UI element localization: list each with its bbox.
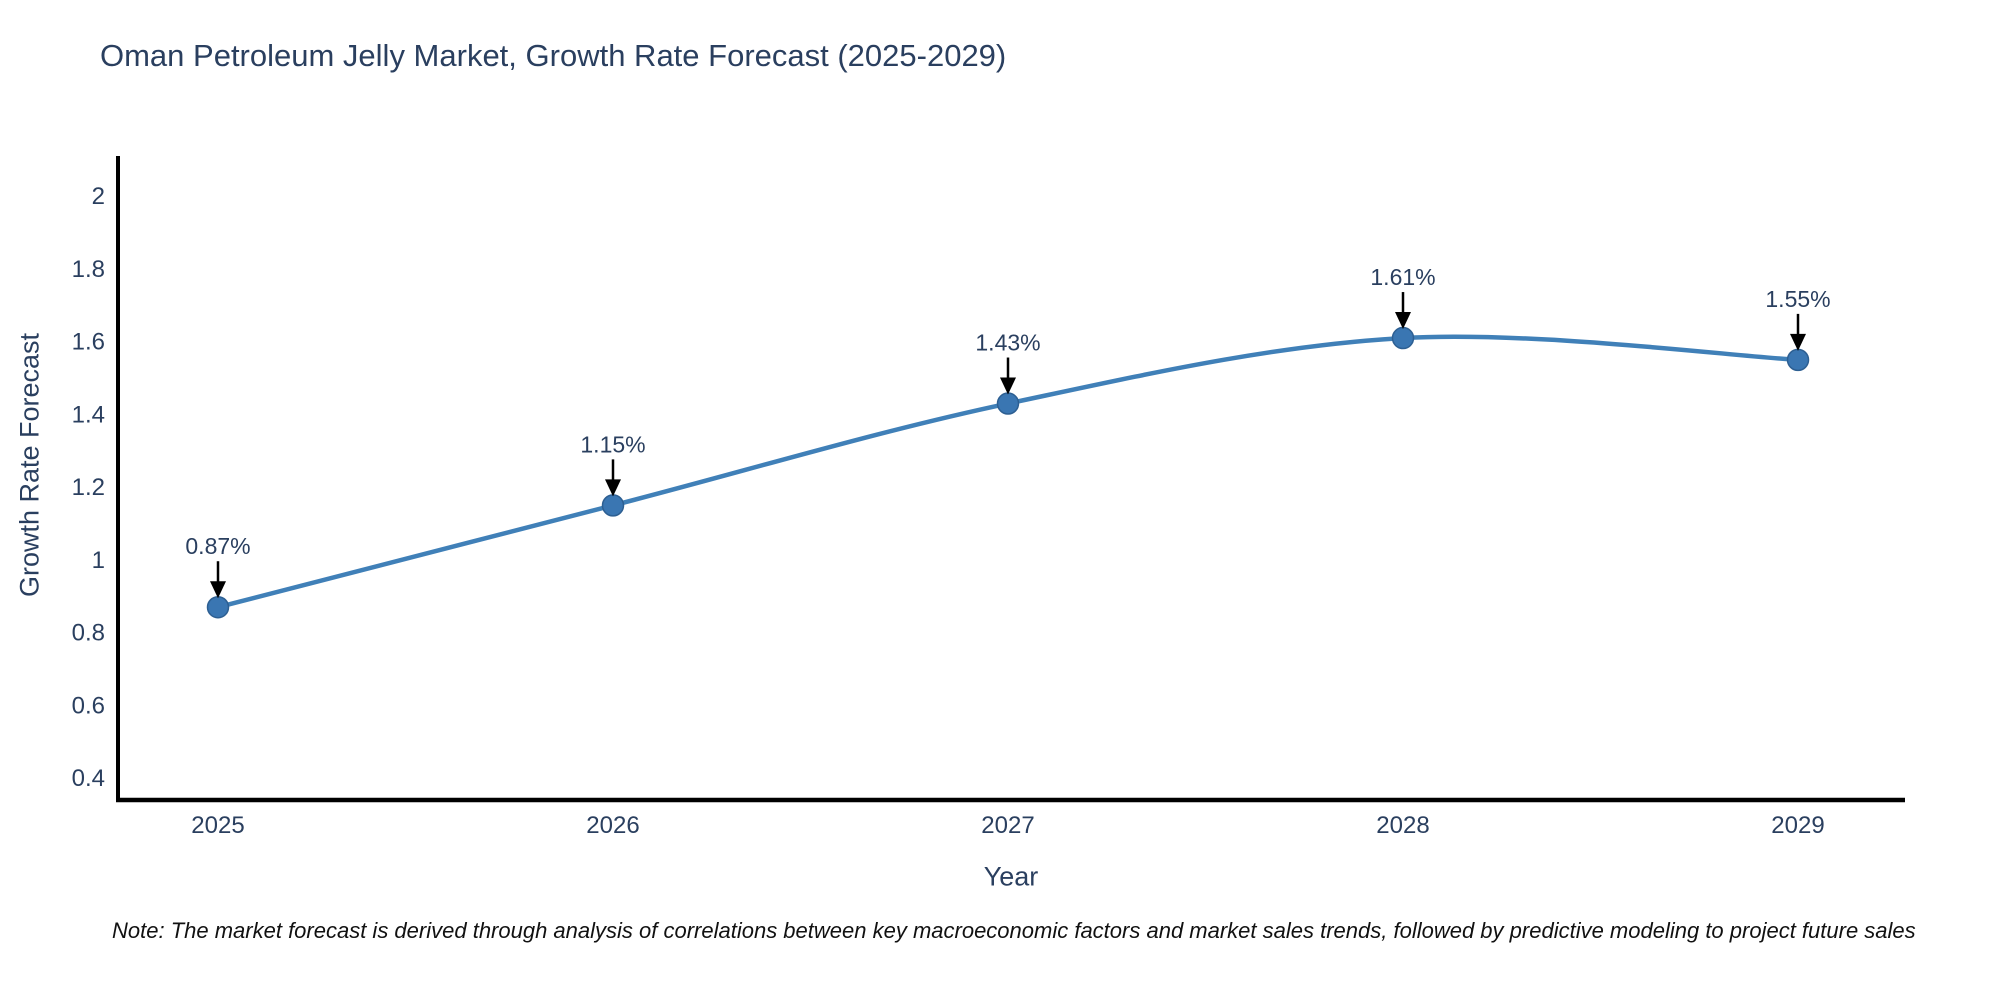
annotation-arrowhead [1395,312,1411,330]
y-tick-label: 2 [92,183,105,210]
data-point-marker [996,392,1020,415]
y-tick-label: 1.8 [72,256,105,283]
footnote: Note: The market forecast is derived thr… [112,918,1916,943]
annotation-arrowhead [1790,333,1806,351]
annotation-label: 1.15% [580,431,645,457]
x-tick-label: 2026 [586,812,639,839]
x-tick-label: 2027 [981,812,1034,839]
data-point-marker [206,595,230,619]
chart-title: Oman Petroleum Jelly Market, Growth Rate… [100,38,1007,73]
annotation-arrowhead [210,581,226,599]
annotation-arrowhead [605,479,621,497]
y-tick-label: 0.4 [72,765,105,792]
data-point-marker [1391,326,1415,350]
y-tick-label: 1.4 [72,401,105,428]
annotation-arrowhead [1000,377,1016,395]
data-point-marker [1786,348,1810,372]
annotation-label: 1.55% [1765,286,1830,312]
x-axis-title: Year [983,861,1039,892]
data-point-marker [601,494,625,517]
y-tick-label: 0.8 [72,620,105,647]
x-tick-label: 2029 [1771,812,1824,839]
y-tick-label: 0.6 [72,692,105,719]
x-tick-label: 2028 [1376,812,1429,839]
y-tick-label: 1 [92,547,105,574]
annotation-label: 1.61% [1370,264,1435,290]
annotation-label: 1.43% [975,330,1040,356]
y-tick-label: 1.6 [72,329,105,356]
y-tick-label: 1.2 [72,474,105,501]
annotation-label: 0.87% [185,533,250,559]
x-tick-label: 2025 [191,812,244,839]
y-axis-title: Growth Rate Forecast [14,332,45,598]
